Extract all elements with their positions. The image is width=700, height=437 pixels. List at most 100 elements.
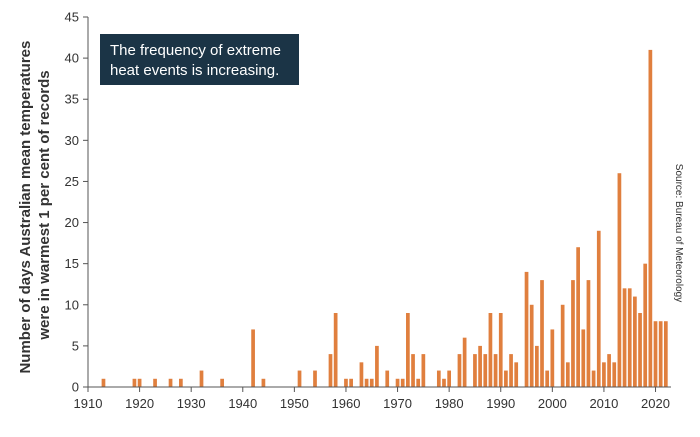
bar-1944: [261, 378, 266, 387]
bar-1992: [509, 354, 513, 387]
x-tick-label: 1930: [177, 396, 206, 411]
bar-2011: [607, 354, 611, 387]
y-tick-label: 5: [72, 338, 79, 353]
bar-2022: [663, 321, 668, 387]
bar-2019: [648, 49, 653, 387]
bar-1985: [473, 354, 477, 387]
annotation-text: The frequency of extreme heat events is …: [110, 42, 285, 79]
bar-1926: [168, 378, 173, 387]
bar-2013: [617, 173, 622, 387]
x-tick-label: 2010: [589, 396, 618, 411]
bar-1951: [297, 370, 302, 387]
source-note: Source: Bureau of Meteorology: [673, 164, 684, 302]
y-tick-label: 20: [65, 215, 79, 230]
bar-1980: [447, 370, 451, 387]
bar-1936: [220, 378, 224, 387]
bar-2000: [550, 329, 555, 387]
bar-2004: [571, 280, 575, 387]
bar-1920: [137, 378, 142, 387]
bar-1961: [349, 378, 353, 387]
bar-1990: [498, 313, 503, 387]
y-tick-label: 10: [65, 297, 79, 312]
bar-1982: [457, 354, 462, 387]
bar-1974: [416, 378, 421, 387]
bar-2021: [658, 321, 663, 387]
x-tick-label: 1940: [228, 396, 257, 411]
bar-1993: [514, 362, 519, 387]
bar-1996: [529, 304, 534, 387]
y-axis-label: Number of days Australian mean temperatu…: [17, 36, 53, 373]
y-axis-label-line-1: Number of days Australian mean temperatu…: [17, 41, 34, 374]
bar-1972: [406, 313, 410, 387]
bar-2002: [560, 304, 565, 387]
bar-1989: [493, 354, 498, 387]
y-tick-label: 0: [72, 380, 79, 395]
bar-1928: [179, 378, 183, 387]
bar-1942: [251, 329, 255, 387]
annotation-line-1: The frequency of extreme: [110, 42, 281, 59]
bar-2010: [602, 362, 606, 387]
bar-2016: [633, 296, 637, 387]
bar-1968: [385, 370, 390, 387]
x-tick-label: 1990: [486, 396, 515, 411]
bar-1987: [483, 354, 488, 387]
x-tick-label: 1950: [280, 396, 309, 411]
bar-1966: [375, 345, 379, 387]
y-tick-label: 15: [65, 256, 79, 271]
y-axis-label-line-2: were in warmest 1 per cent of records: [36, 70, 53, 340]
bar-1991: [504, 370, 508, 387]
y-tick-label: 30: [65, 133, 79, 148]
annotation-line-2: heat events is increasing.: [110, 62, 279, 79]
bar-1971: [400, 378, 405, 387]
annotation-callout: The frequency of extreme heat events is …: [100, 34, 299, 85]
bar-2012: [612, 362, 617, 387]
bars: [101, 49, 668, 387]
bar-1975: [421, 354, 426, 387]
x-tick-label: 1920: [125, 396, 154, 411]
bar-2009: [596, 230, 601, 387]
bar-1923: [153, 378, 157, 387]
bar-1964: [364, 378, 369, 387]
y-tick-label: 40: [65, 51, 79, 66]
bar-1965: [369, 378, 374, 387]
bar-1995: [524, 271, 529, 387]
bar-1913: [101, 378, 106, 387]
bar-1983: [462, 337, 467, 387]
x-tick-label: 1960: [332, 396, 361, 411]
y-tick-label: 45: [65, 10, 79, 25]
bar-1999: [545, 370, 550, 387]
bar-2008: [591, 370, 596, 387]
bar-1988: [488, 313, 493, 387]
bar-2015: [627, 288, 632, 387]
bar-1919: [132, 378, 137, 387]
bar-2014: [622, 288, 627, 387]
bar-2017: [638, 313, 642, 387]
bar-2020: [653, 321, 658, 387]
bar-2006: [581, 329, 586, 387]
bar-1970: [395, 378, 400, 387]
bar-2007: [586, 280, 591, 387]
bar-1998: [540, 280, 544, 387]
bar-1932: [199, 370, 204, 387]
bar-1954: [313, 370, 317, 387]
x-tick-label: 1910: [74, 396, 103, 411]
bar-2005: [576, 247, 580, 387]
bar-1979: [442, 378, 446, 387]
y-tick-label: 35: [65, 92, 79, 107]
bar-1963: [359, 362, 364, 387]
x-tick-label: 2020: [641, 396, 670, 411]
y-ticks: 0 5 10 15 20 25 30 35 40 45: [65, 10, 88, 395]
x-ticks: 1910 1920 1930 1940 1950 1960 1970 1980 1990 2000…: [74, 387, 670, 411]
bar-1958: [333, 313, 338, 387]
y-tick-label: 25: [65, 174, 79, 189]
bar-1957: [328, 354, 333, 387]
bar-1960: [344, 378, 348, 387]
x-tick-label: 2000: [538, 396, 567, 411]
bar-2003: [565, 362, 570, 387]
x-tick-label: 1980: [435, 396, 464, 411]
bar-1973: [411, 354, 415, 387]
annotation-box: [100, 34, 299, 85]
bar-1978: [436, 370, 441, 387]
x-tick-label: 1970: [383, 396, 412, 411]
